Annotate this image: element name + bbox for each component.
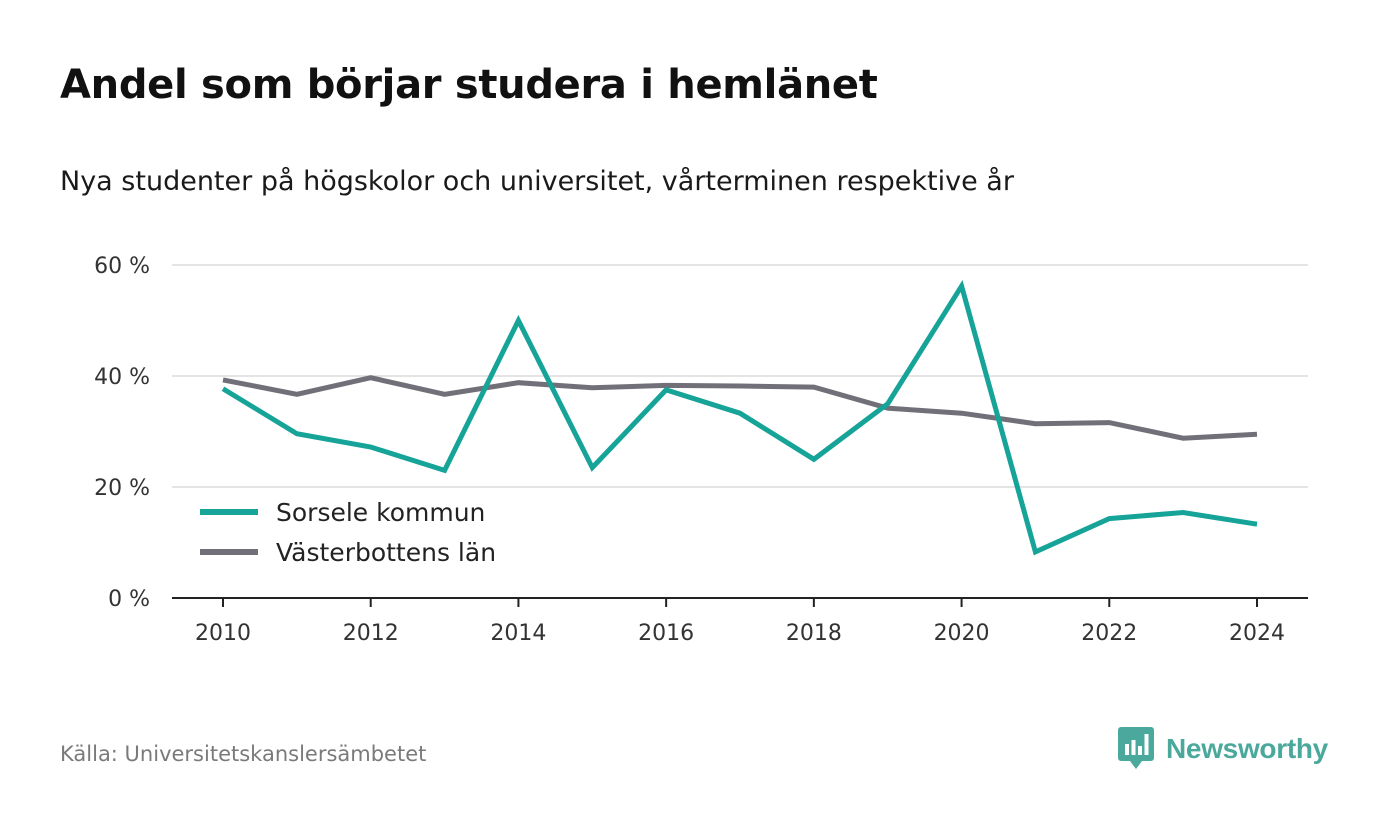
series-line-vasterbotten — [222, 375, 1258, 441]
legend-label: Sorsele kommun — [276, 498, 485, 527]
brand-name: Newsworthy — [1166, 733, 1328, 764]
x-axis-ticks: 2010 2012 2014 2016 2018 2020 2022 2024 — [195, 598, 1285, 646]
series-lines — [221, 279, 1258, 556]
y-tick-label: 20 % — [94, 476, 150, 501]
x-tick-label: 2012 — [343, 621, 399, 646]
y-axis-ticks: 0 % 20 % 40 % 60 % — [94, 254, 150, 612]
y-tick-label: 40 % — [94, 365, 150, 390]
chart-subtitle: Nya studenter på högskolor och universit… — [60, 166, 1014, 197]
newsworthy-logo-icon — [1118, 727, 1154, 769]
y-tick-label: 60 % — [94, 254, 150, 279]
x-tick-label: 2020 — [934, 621, 990, 646]
legend: Sorsele kommun Västerbottens län — [200, 498, 496, 567]
x-tick-label: 2014 — [490, 621, 546, 646]
y-tick-label: 0 % — [108, 587, 150, 612]
x-tick-label: 2010 — [195, 621, 251, 646]
x-tick-label: 2016 — [638, 621, 694, 646]
x-tick-label: 2018 — [786, 621, 842, 646]
legend-label: Västerbottens län — [276, 538, 496, 567]
grid-lines — [172, 264, 1308, 599]
chart-title: Andel som börjar studera i hemlänet — [60, 62, 878, 108]
brand-logo: Newsworthy — [1118, 727, 1328, 771]
source-note: Källa: Universitetskanslersämbetet — [60, 742, 427, 766]
x-tick-label: 2024 — [1229, 621, 1285, 646]
x-tick-label: 2022 — [1081, 621, 1137, 646]
line-chart: 0 % 20 % 40 % 60 % 2010 2012 2014 2016 2018 2020… — [94, 254, 1308, 646]
series-line-sorsele — [221, 279, 1258, 556]
